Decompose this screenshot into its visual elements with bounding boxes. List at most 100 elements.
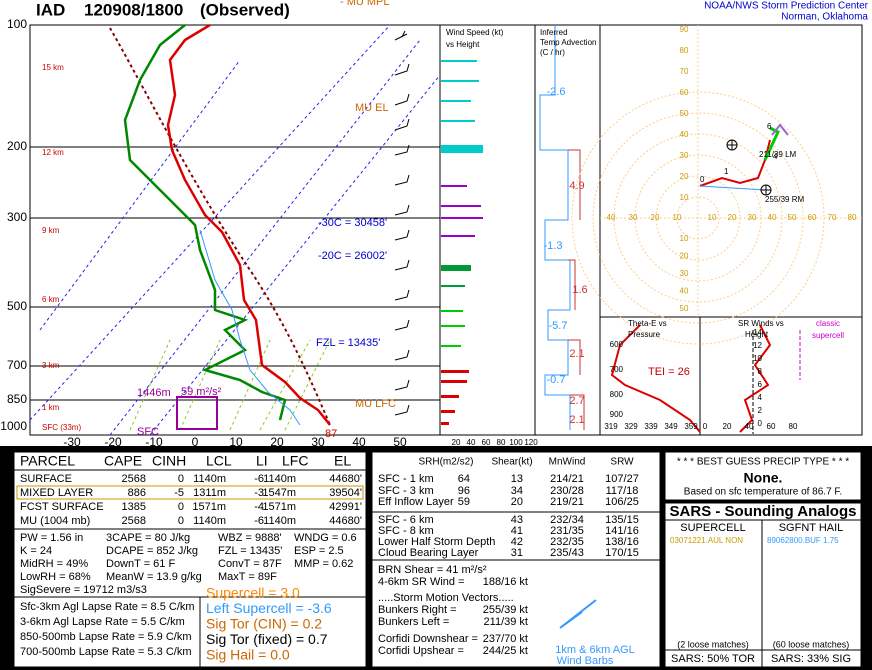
parcel-cell: -4 <box>254 501 264 513</box>
temp-label: -10 <box>145 435 163 449</box>
index: MaxT = 89F <box>218 571 277 583</box>
sars-match: 03071221.AUL NON <box>670 536 743 545</box>
annotation: MU EL <box>355 102 389 114</box>
thetae-t: 329 <box>624 422 638 431</box>
kin-extra: Corfidi Upshear = <box>378 645 464 657</box>
dewpoint-trace <box>123 24 287 421</box>
thetae-p: 800 <box>610 390 624 399</box>
pressure-label: 100 <box>7 17 27 31</box>
index: ConvT = 87F <box>218 558 282 570</box>
sr-x: 20 <box>723 422 732 431</box>
composite: Sig Hail = 0.0 <box>206 647 290 663</box>
kin-extra: 211/39 kt <box>484 616 528 628</box>
temp-label: -30 <box>63 435 81 449</box>
sars-header: SUPERCELL <box>680 522 745 534</box>
temperature-trace <box>166 23 331 426</box>
hodo-point: 4 <box>773 152 778 161</box>
annotation: - MU MPL <box>340 0 390 8</box>
annotation: -20C = 26002' <box>318 250 387 262</box>
hodo-tick: 40 <box>768 213 777 222</box>
location: Norman, Oklahoma <box>781 12 868 23</box>
sars-loose: (2 loose matches) <box>677 639 749 649</box>
thetae-trace <box>610 324 701 433</box>
sr-x: 60 <box>767 422 776 431</box>
index: DownT = 61 F <box>106 558 175 570</box>
advection-value: -2.6 <box>547 86 566 98</box>
lapse-rate: 3-6km Agl Lapse Rate = 5.5 C/km <box>20 616 185 628</box>
hodo-tick: 30 <box>680 269 689 278</box>
hodo-point: 6 <box>767 122 772 131</box>
parcel-cell: 1140m <box>193 515 226 527</box>
kin-label: SFC - 8 km <box>378 525 434 537</box>
wind-barbs <box>394 30 410 416</box>
annotation: MU LFC <box>355 398 396 410</box>
index: MeanW = 13.9 g/kg <box>106 571 202 583</box>
panel-title: Height <box>745 330 769 339</box>
annotation: -30C = 30458' <box>318 217 387 229</box>
parcel-cell: 1311m <box>193 487 226 499</box>
kin-extra: Corfidi Downshear = <box>378 633 478 645</box>
wetbulb-trace <box>199 229 301 426</box>
kin-shear: 31 <box>511 547 523 559</box>
panel-title: Temp Advection <box>540 38 596 47</box>
wind-speed-bars <box>441 60 483 425</box>
index: FZL = 13435' <box>218 545 282 557</box>
storm-markers <box>726 139 772 196</box>
hodo-tick: 20 <box>680 252 689 261</box>
height-label: 3 km <box>42 361 60 370</box>
height-label: 6 km <box>42 295 60 304</box>
kin-shear: 43 <box>511 514 523 526</box>
panel-title: Pressure <box>628 330 661 339</box>
temp-label: 40 <box>352 435 366 449</box>
panel-title: Inferred <box>540 28 568 37</box>
hodo-tick: 50 <box>680 109 689 118</box>
tei: TEI = 26 <box>648 366 690 378</box>
thetae-p: 700 <box>610 365 624 374</box>
precip-result: None. <box>744 470 783 486</box>
hodo-tick: 60 <box>680 88 689 97</box>
sr-height: 10 <box>753 354 762 363</box>
sr-x: 0 <box>703 422 708 431</box>
kin-shear: 41 <box>511 525 523 537</box>
hodograph-trace-upper <box>771 123 789 136</box>
kin-mnwind: 232/35 <box>550 536 584 548</box>
kin-mnwind: 219/21 <box>550 496 584 508</box>
advection-value: -0.7 <box>547 374 566 386</box>
pressure-label: 200 <box>7 139 27 153</box>
kin-extra: .....Storm Motion Vectors..... <box>378 592 514 604</box>
advection-value: 2.1 <box>569 414 584 426</box>
parcel-box <box>13 451 367 668</box>
hodo-point: 0 <box>700 175 705 184</box>
parcel-cell: FCST SURFACE <box>20 501 104 513</box>
parcel-cell: SURFACE <box>20 473 72 485</box>
kin-header: SRH(m2/s2) <box>418 457 473 468</box>
annotation: 1446m <box>137 387 171 399</box>
composite: Left Supercell = -3.6 <box>206 600 332 616</box>
height-label: 9 km <box>42 226 60 235</box>
annotation: 59 m²/s² <box>181 386 222 398</box>
barb-note: 1km & 6km AGL <box>555 644 634 656</box>
parcel-cell: MIXED LAYER <box>20 487 93 499</box>
annotation: 87 <box>325 428 337 440</box>
kin-mnwind: 214/21 <box>550 473 584 485</box>
hodo-tick: 30 <box>748 213 757 222</box>
advection-value: 2.7 <box>569 395 584 407</box>
panel-title: Wind Speed (kt) <box>446 28 504 37</box>
composite: Supercell = 3.0 <box>206 585 300 601</box>
parcel-header: LFC <box>282 453 308 469</box>
sars-summary: SARS: 50% TOR <box>671 653 755 665</box>
pressure-lines <box>30 146 440 401</box>
parcel-cell: 42991' <box>329 501 362 513</box>
index: WBZ = 9888' <box>218 532 282 544</box>
sr-height: 0 <box>758 419 763 428</box>
hodo-point: 1 <box>724 167 729 176</box>
thetae-t: 359 <box>684 422 698 431</box>
height-label: 15 km <box>42 63 64 72</box>
kin-srw: 106/25 <box>605 496 639 508</box>
parcel-cell: -6 <box>254 473 264 485</box>
thetae-t: 349 <box>664 422 678 431</box>
kin-header: Shear(kt) <box>491 457 532 468</box>
kin-srw: 117/18 <box>606 485 639 497</box>
sr-height: 4 <box>758 393 763 402</box>
kin-shear: 20 <box>511 496 523 508</box>
